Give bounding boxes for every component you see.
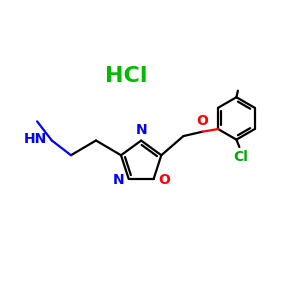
Text: Cl: Cl — [233, 150, 248, 164]
Text: N: N — [113, 173, 124, 188]
Text: HN: HN — [23, 132, 46, 146]
Text: O: O — [196, 114, 208, 128]
Text: HCl: HCl — [105, 66, 148, 86]
Text: O: O — [158, 173, 170, 188]
Text: N: N — [135, 123, 147, 137]
